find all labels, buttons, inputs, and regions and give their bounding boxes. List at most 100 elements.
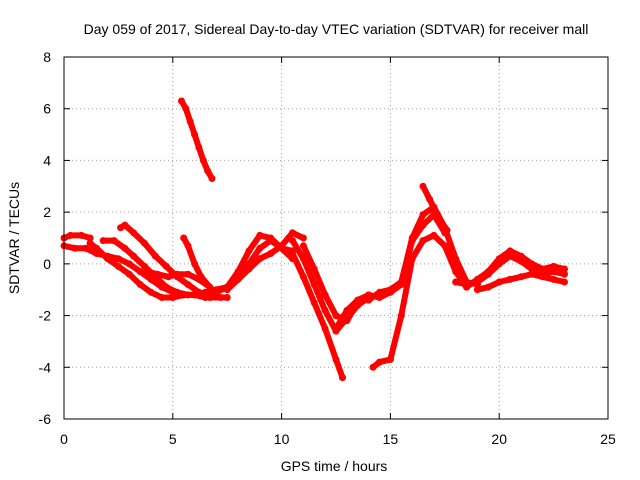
data-point — [158, 294, 166, 301]
data-point — [419, 211, 427, 219]
series-track-20 — [463, 247, 568, 291]
data-point — [321, 291, 329, 299]
data-point — [147, 288, 155, 296]
y-tick-label: 2 — [43, 204, 51, 220]
data-point — [164, 273, 172, 281]
data-point — [419, 182, 427, 190]
plot-frame — [63, 56, 609, 420]
data-point — [199, 156, 207, 164]
data-point — [191, 131, 199, 139]
data-point — [136, 268, 144, 276]
data-point — [299, 234, 307, 242]
data-point — [539, 265, 547, 273]
series-line — [300, 242, 361, 324]
data-point — [473, 286, 481, 294]
data-point — [463, 283, 471, 291]
data-point — [289, 237, 296, 245]
data-point — [473, 275, 481, 283]
data-point — [184, 270, 192, 278]
x-tick-label: 0 — [60, 431, 68, 447]
data-point — [343, 306, 351, 314]
data-point — [267, 250, 275, 257]
data-point — [99, 237, 107, 245]
data-point — [245, 247, 253, 255]
data-point — [397, 281, 405, 288]
data-point — [528, 260, 536, 268]
data-point — [223, 294, 231, 301]
data-point — [528, 270, 536, 278]
data-point — [299, 273, 307, 281]
data-point — [310, 299, 318, 307]
data-point — [441, 242, 449, 250]
data-point — [408, 237, 416, 245]
data-point — [154, 270, 162, 278]
data-point — [332, 356, 340, 363]
data-point — [178, 97, 185, 105]
data-point — [184, 281, 192, 288]
data-point — [452, 278, 460, 286]
data-point — [354, 296, 362, 304]
data-point — [386, 288, 394, 296]
series-line — [289, 237, 372, 335]
series-track-21 — [473, 270, 568, 294]
data-point — [561, 278, 568, 286]
data-point — [195, 288, 203, 296]
data-point — [114, 255, 122, 263]
data-point — [204, 167, 212, 175]
data-point — [550, 262, 558, 270]
data-point — [110, 237, 118, 245]
x-tick-label: 5 — [169, 431, 177, 447]
data-point — [506, 247, 514, 255]
data-point — [561, 265, 568, 273]
data-point — [321, 306, 329, 314]
data-point — [182, 105, 190, 113]
data-point — [299, 242, 307, 250]
data-point — [256, 231, 264, 239]
series-line — [463, 247, 568, 291]
data-point — [184, 291, 192, 299]
data-point — [195, 144, 203, 151]
data-point — [517, 273, 525, 281]
chart-title: Day 059 of 2017, Sidereal Day-to-day VTE… — [84, 21, 589, 37]
x-tick-label: 25 — [600, 431, 616, 447]
y-tick-label: 0 — [43, 256, 51, 272]
data-point — [561, 270, 568, 278]
data-point — [180, 234, 188, 242]
data-point — [82, 244, 90, 252]
data-point — [517, 252, 525, 260]
data-point — [184, 242, 192, 250]
data-point — [206, 294, 214, 301]
series-line — [420, 183, 450, 234]
series-track-12 — [289, 250, 346, 382]
data-point — [495, 255, 503, 263]
data-point — [289, 250, 296, 257]
data-point — [321, 325, 329, 332]
data-point — [173, 270, 181, 278]
series-track-18 — [419, 182, 451, 234]
data-point — [484, 283, 492, 291]
data-point — [86, 234, 94, 242]
data-point — [151, 252, 159, 260]
data-point — [397, 312, 405, 320]
data-point — [93, 244, 101, 252]
data-point — [386, 356, 394, 363]
data-point — [550, 275, 558, 283]
data-point — [130, 229, 138, 237]
data-point — [443, 226, 451, 234]
data-point — [86, 239, 94, 247]
data-point — [104, 255, 111, 263]
data-point — [484, 268, 492, 276]
series-track-17 — [369, 231, 471, 371]
series-track-16 — [354, 211, 449, 304]
data-point — [223, 286, 231, 294]
data-point — [77, 231, 85, 239]
series-track-5 — [117, 221, 231, 301]
data-point — [376, 294, 383, 301]
data-point — [452, 268, 460, 276]
data-point — [426, 195, 434, 203]
data-point — [376, 358, 383, 366]
data-point — [217, 294, 225, 301]
data-point — [256, 244, 264, 252]
data-point — [506, 275, 514, 283]
data-point — [369, 363, 377, 371]
